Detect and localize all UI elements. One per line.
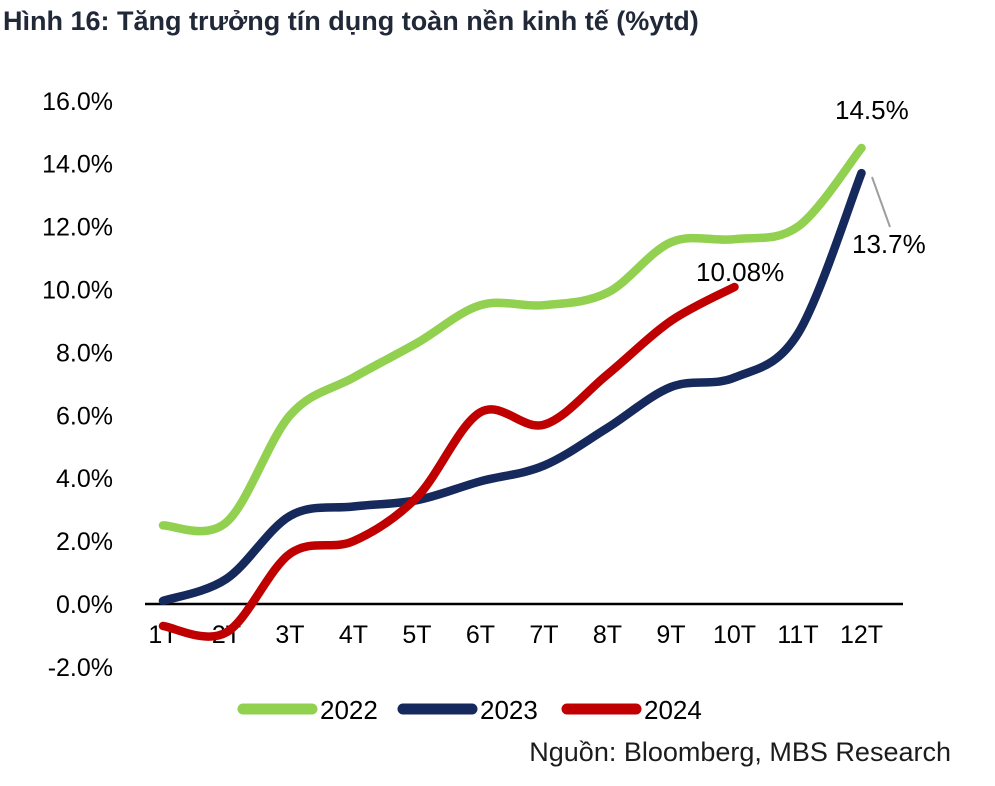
x-tick-label: 8T [593,621,622,649]
series-line-2022 [158,143,866,536]
x-tick-label: 10T [713,621,756,649]
chart-title: Hình 16: Tăng trưởng tín dụng toàn nền k… [3,6,699,36]
x-tick-label: 7T [529,621,558,649]
x-tick-label: 6T [466,621,495,649]
y-tick-label: -2.0% [48,654,113,682]
y-tick-label: 2.0% [56,528,113,556]
y-axis-labels: 16.0% 14.0% 12.0% 10.0% 8.0% 6.0% 4.0% 2.0% 0.0%… [42,88,113,682]
y-tick-label: 0.0% [56,591,113,619]
plot-lines [158,143,866,641]
end-label-leader-line [871,176,891,228]
x-tick-label: 5T [402,621,431,649]
end-value-label-2023: 13.7% [852,229,926,259]
series-line-2024 [158,282,739,641]
x-tick-label: 11T [777,621,818,649]
legend-label-2024: 2024 [644,695,702,725]
x-tick-label: 12T [840,621,883,649]
source-attribution: Nguồn: Bloomberg, MBS Research [529,737,951,767]
y-tick-label: 6.0% [56,402,113,430]
y-tick-label: 8.0% [56,339,113,367]
legend-label-2022: 2022 [320,695,378,725]
x-tick-label: 9T [656,621,685,649]
y-tick-label: 10.0% [42,277,113,305]
end-value-label-2024: 10.08% [696,257,784,287]
y-tick-label: 16.0% [42,88,113,116]
end-value-label-2022: 14.5% [835,95,909,125]
y-tick-label: 12.0% [42,214,113,242]
data-point-labels: 14.5% 13.7% 10.08% [696,95,926,287]
series-line-2023 [158,168,866,606]
legend-label-2023: 2023 [480,695,538,725]
chart-legend: 2022 2023 2024 [237,695,702,725]
x-tick-label: 3T [275,621,304,649]
x-tick-label: 4T [339,621,368,649]
x-axis-labels: 1T 2T 3T 4T 5T 6T 7T 8T 9T 10T 11T 12T [148,621,883,649]
y-tick-label: 14.0% [42,151,113,179]
y-tick-label: 4.0% [56,465,113,493]
